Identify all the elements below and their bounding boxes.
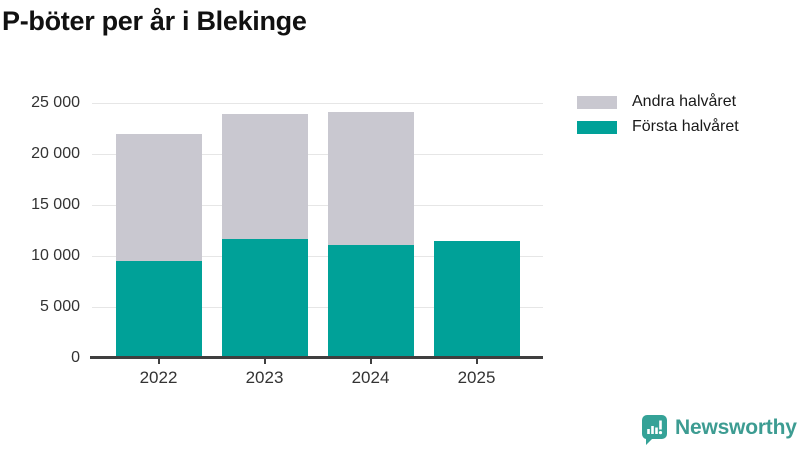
bar-2022-andra-halv-ret [115, 133, 202, 262]
legend-swatch-f-rsta-halv-ret [577, 120, 617, 134]
gridline-25-000 [92, 103, 543, 104]
legend-label-andra-halv-ret: Andra halvåret [632, 93, 737, 110]
brand-name: Newsworthy [675, 416, 797, 439]
newsworthy-logo: Newsworthy [641, 414, 797, 445]
y-axis-labels: 0 5 000 10 000 15 000 20 000 25 000 [0, 95, 80, 366]
gridline-5-000 [92, 307, 543, 308]
x-tick-label-2023: 2023 [245, 368, 284, 387]
legend-item-andra-halv-ret: Andra halvåret [577, 93, 739, 110]
bar-2025-f-rsta-halv-ret [433, 240, 520, 358]
y-tick-label-15-000: 15 000 [31, 196, 80, 213]
plot-area: 2022 2023 2024 2025 [90, 103, 543, 387]
gridline-15-000 [92, 205, 543, 206]
x-tick-label-2025: 2025 [457, 368, 496, 387]
chart-title: P-böter per år i Blekinge [2, 6, 307, 36]
x-tick-2023 [263, 358, 266, 364]
x-tick-2024 [369, 358, 372, 364]
bar-2022-f-rsta-halv-ret [115, 261, 202, 358]
gridline-10-000 [92, 256, 543, 257]
bar-2024-andra-halv-ret [327, 112, 414, 245]
bar-2024-f-rsta-halv-ret [327, 244, 414, 358]
legend-swatch-andra-halv-ret [577, 95, 617, 109]
x-tick-2022 [157, 358, 160, 364]
x-tick-label-2024: 2024 [351, 368, 390, 387]
bar-2023-f-rsta-halv-ret [221, 238, 308, 358]
y-tick-label-20-000: 20 000 [31, 145, 80, 162]
newsworthy-logo-icon [641, 414, 668, 445]
bar-2023-andra-halv-ret [221, 114, 308, 239]
x-axis-line [90, 356, 543, 359]
legend-item-f-rsta-halv-ret: Första halvåret [577, 118, 739, 135]
legend-label-f-rsta-halv-ret: Första halvåret [632, 118, 739, 135]
legend: Andra halvåret Första halvåret [577, 93, 739, 135]
x-tick-label-2022: 2022 [139, 368, 178, 387]
y-tick-label-25-000: 25 000 [31, 94, 80, 111]
x-tick-2025 [475, 358, 478, 364]
y-tick-label-10-000: 10 000 [31, 247, 80, 264]
gridline-20-000 [92, 154, 543, 155]
y-tick-label-0: 0 [71, 349, 80, 366]
y-tick-label-5-000: 5 000 [39, 298, 80, 315]
